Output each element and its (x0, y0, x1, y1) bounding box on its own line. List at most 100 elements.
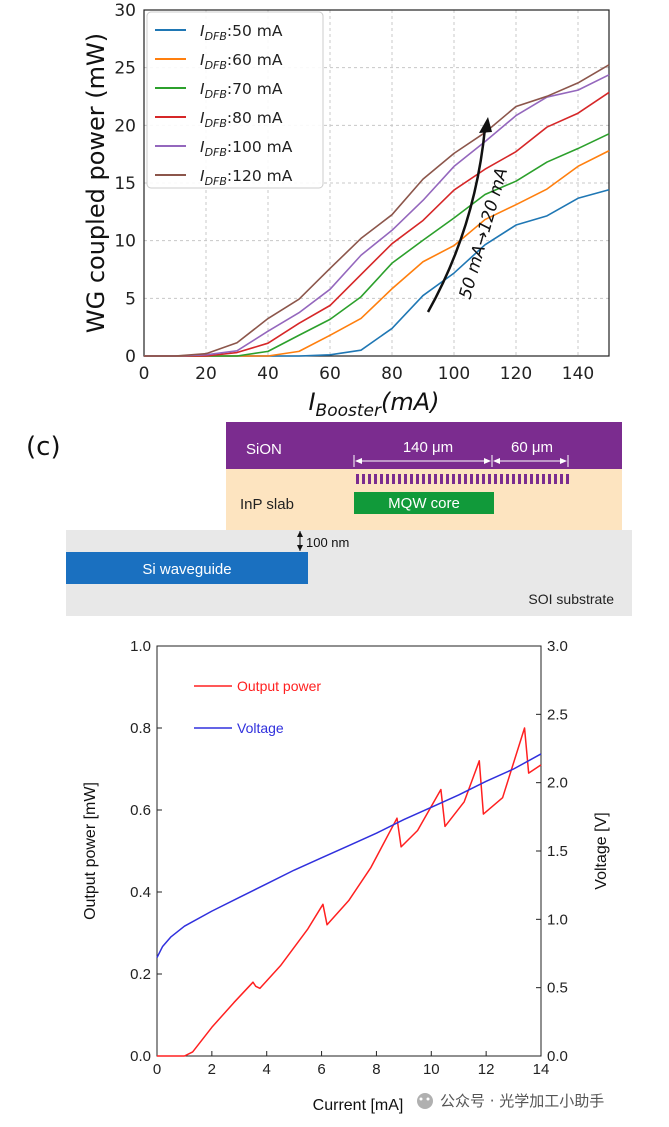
grating-tooth (356, 474, 359, 484)
grating-tooth (512, 474, 515, 484)
chart2-ytick-right-label: 2.0 (547, 775, 568, 792)
wechat-icon-dot (426, 1097, 430, 1101)
dim-arrow-icon (484, 458, 491, 464)
mqw-core (354, 492, 494, 514)
grating-tooth (524, 474, 527, 484)
chart2-ytick-right-label: 1.0 (547, 911, 568, 928)
chart1-series-line (144, 133, 610, 357)
chart1-ytick-label: 10 (114, 232, 136, 252)
legend-entry-main: I (200, 80, 205, 98)
chart1-xtick-label: 40 (257, 364, 279, 384)
arrow-head-icon (479, 117, 492, 133)
chart1-series-line (144, 64, 610, 357)
legend-entry-value: :100 mA (227, 138, 293, 156)
x-label-sub: Booster (316, 401, 382, 421)
sion-label: SiON (246, 441, 282, 458)
watermark: 公众号 · 光学加工小助手 (417, 1092, 604, 1110)
grating-tooth (548, 474, 551, 484)
wechat-icon-dot (419, 1097, 423, 1101)
grating-tooth (446, 474, 449, 484)
chart2-y-right-label: Voltage [V] (593, 812, 610, 889)
chart1-ytick-label: 20 (114, 116, 136, 136)
chart2-xtick-label: 4 (263, 1061, 271, 1078)
chart2-xtick-label: 14 (533, 1061, 550, 1078)
grating-tooth (374, 474, 377, 484)
chart2-ytick-left-label: 0.0 (130, 1048, 151, 1065)
gap-label: 100 nm (306, 535, 349, 550)
x-label-main: I (308, 388, 315, 416)
chart1-plot-frame (143, 9, 610, 357)
chart1-ytick-label: 25 (114, 59, 136, 79)
chart1-xtick-label: 120 (500, 364, 532, 384)
legend-entry-sub: DFB (205, 88, 227, 101)
chart1-yticks: 0 5 10 15 20 25 30 (114, 1, 136, 367)
grating-tooth (560, 474, 563, 484)
grating-tooth (440, 474, 443, 484)
legend-entry-value: :120 mA (227, 167, 293, 185)
chart1-xtick-label: 20 (195, 364, 217, 384)
chart2-ytick-left-label: 0.6 (130, 802, 151, 819)
grating-tooth (392, 474, 395, 484)
grating-tooth (434, 474, 437, 484)
wg-power-chart: 0 20 40 60 80 100 120 140 0 5 10 15 20 25 30 WG coupl… (82, 1, 610, 421)
chart2-x-axis-label: Current [mA] (313, 1097, 404, 1114)
legend-entry-label: IDFB:60 mA (200, 51, 283, 72)
legend-entry-main: I (200, 109, 205, 127)
chart2-legend: Output power Voltage (194, 678, 321, 736)
grating-tooth (410, 474, 413, 484)
chart2-ytick-left-label: 0.2 (130, 966, 151, 983)
wechat-icon (417, 1093, 433, 1109)
chart2-ytick-left-label: 0.4 (130, 884, 151, 901)
chart2-ticks: 0 2 4 6 8 10 12 140.00.20.40.60.81.00.00.51.01.… (130, 638, 568, 1078)
chart1-xtick-label: 80 (381, 364, 403, 384)
chart1-xtick-label: 100 (438, 364, 470, 384)
chart2-xtick-label: 2 (208, 1061, 216, 1078)
chart1-series-line (144, 91, 610, 357)
chart1-xtick-label: 140 (562, 364, 594, 384)
chart1-series-line (144, 188, 610, 357)
chart2-ytick-right-label: 0.0 (547, 1048, 568, 1065)
chart2-plot-frame (156, 645, 542, 1057)
grating-tooth (452, 474, 455, 484)
legend-entry-sub: DFB (205, 175, 227, 188)
legend-label-output-power: Output power (237, 678, 321, 694)
legend-entry-value: :50 mA (227, 22, 283, 40)
grating-tooth (380, 474, 383, 484)
chart2-y-left-label: Output power [mW] (82, 782, 99, 920)
si-waveguide-label: Si waveguide (142, 561, 231, 578)
device-diagram: (c) Si waveguide SOI substrate SiON MQW … (26, 422, 632, 616)
legend-entry-sub: DFB (205, 146, 227, 159)
inp-slab-label: InP slab (240, 496, 294, 513)
grating-teeth (356, 474, 569, 484)
grating-tooth (422, 474, 425, 484)
mqw-core-label: MQW core (388, 495, 460, 512)
chart2-ytick-right-label: 1.5 (547, 843, 568, 860)
grating-tooth (398, 474, 401, 484)
grating-tooth (386, 474, 389, 484)
chart2-xtick-label: 8 (372, 1061, 380, 1078)
chart1-xtick-label: 60 (319, 364, 341, 384)
grating-tooth (542, 474, 545, 484)
chart1-ytick-label: 30 (114, 1, 136, 21)
legend-entry-value: :60 mA (227, 51, 283, 69)
dim-arrow-icon (493, 458, 500, 464)
chart1-xticks: 0 20 40 60 80 100 120 140 (139, 364, 595, 384)
grating-tooth (470, 474, 473, 484)
grating-tooth (368, 474, 371, 484)
chart2-series-group (156, 727, 542, 1057)
power-voltage-chart: 0 2 4 6 8 10 12 140.00.20.40.60.81.00.00.51.01.… (82, 638, 610, 1114)
dim-arrow-icon (560, 458, 567, 464)
panel-label: (c) (26, 432, 61, 462)
legend-entry-value: :70 mA (227, 80, 283, 98)
chart1-ytick-label: 15 (114, 174, 136, 194)
grating-tooth (506, 474, 509, 484)
dim-arrow-icon (355, 458, 362, 464)
si-waveguide (66, 552, 308, 584)
grating-tooth (488, 474, 491, 484)
grating-tooth (482, 474, 485, 484)
chart2-series-line (157, 727, 542, 1057)
grating-tooth (404, 474, 407, 484)
grating-tooth (464, 474, 467, 484)
